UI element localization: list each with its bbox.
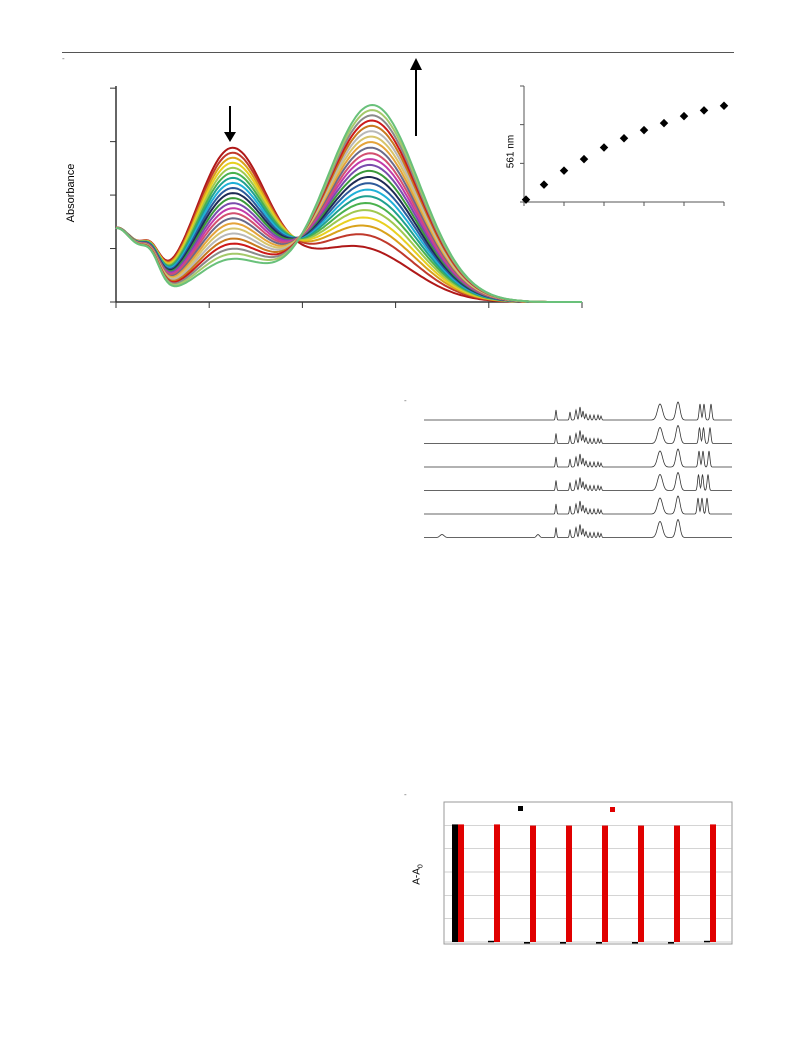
inset-data-point	[579, 154, 589, 164]
bar-mark	[494, 824, 500, 942]
panel-marker-a: -	[62, 54, 65, 63]
bar-mark	[632, 942, 638, 944]
bar-mark	[560, 942, 566, 944]
header-rule	[62, 52, 734, 53]
inset-data-point	[639, 125, 649, 135]
bar-mark	[488, 940, 494, 943]
nmr-spectrum-trace	[424, 401, 732, 421]
inset-data-point	[539, 180, 549, 189]
bar-mark	[530, 825, 536, 942]
inset-ylabel: 561 nm	[505, 134, 517, 169]
bar-mark	[596, 942, 602, 944]
nmr-spectrum-trace	[424, 518, 732, 538]
bar-mark	[458, 824, 464, 942]
bar-chart-frame	[443, 801, 733, 945]
bar-mark	[452, 824, 458, 942]
inset-data-point	[559, 166, 569, 175]
uv-series-curve	[115, 103, 582, 303]
inset-data-point	[719, 101, 729, 110]
panel-marker-c: -	[404, 790, 407, 799]
bar-mark	[524, 942, 530, 944]
inset-data-point	[619, 133, 629, 143]
bar-mark	[674, 825, 680, 942]
nmr-stacked-spectra	[424, 401, 732, 538]
inset-data-point	[599, 143, 609, 152]
bar-mark	[602, 825, 608, 942]
bar-mark	[710, 824, 716, 942]
nmr-spectrum-trace	[424, 448, 732, 468]
bar-mark	[638, 825, 644, 942]
inset-data-point	[699, 106, 709, 115]
down-arrow	[224, 106, 236, 142]
uv-vis-chart	[110, 58, 583, 308]
uv-ylabel: Absorbance	[65, 163, 77, 223]
bar-mark	[704, 940, 710, 943]
panel-marker-b: -	[404, 396, 407, 405]
inset-data-point	[521, 195, 531, 204]
nmr-spectrum-trace	[424, 495, 732, 515]
inset-scatter-chart	[520, 85, 729, 206]
bar-mark	[566, 825, 572, 942]
bar-mark	[668, 942, 674, 944]
nmr-spectrum-trace	[424, 424, 732, 444]
legend-swatch-black	[518, 806, 523, 811]
inset-data-point	[659, 118, 669, 128]
nmr-spectrum-trace	[424, 471, 732, 491]
legend-swatch-red	[610, 807, 615, 812]
bar-chart	[443, 801, 733, 945]
bar-ylabel: A-A0	[411, 864, 425, 885]
up-arrow	[410, 58, 422, 136]
inset-data-point	[679, 111, 689, 121]
